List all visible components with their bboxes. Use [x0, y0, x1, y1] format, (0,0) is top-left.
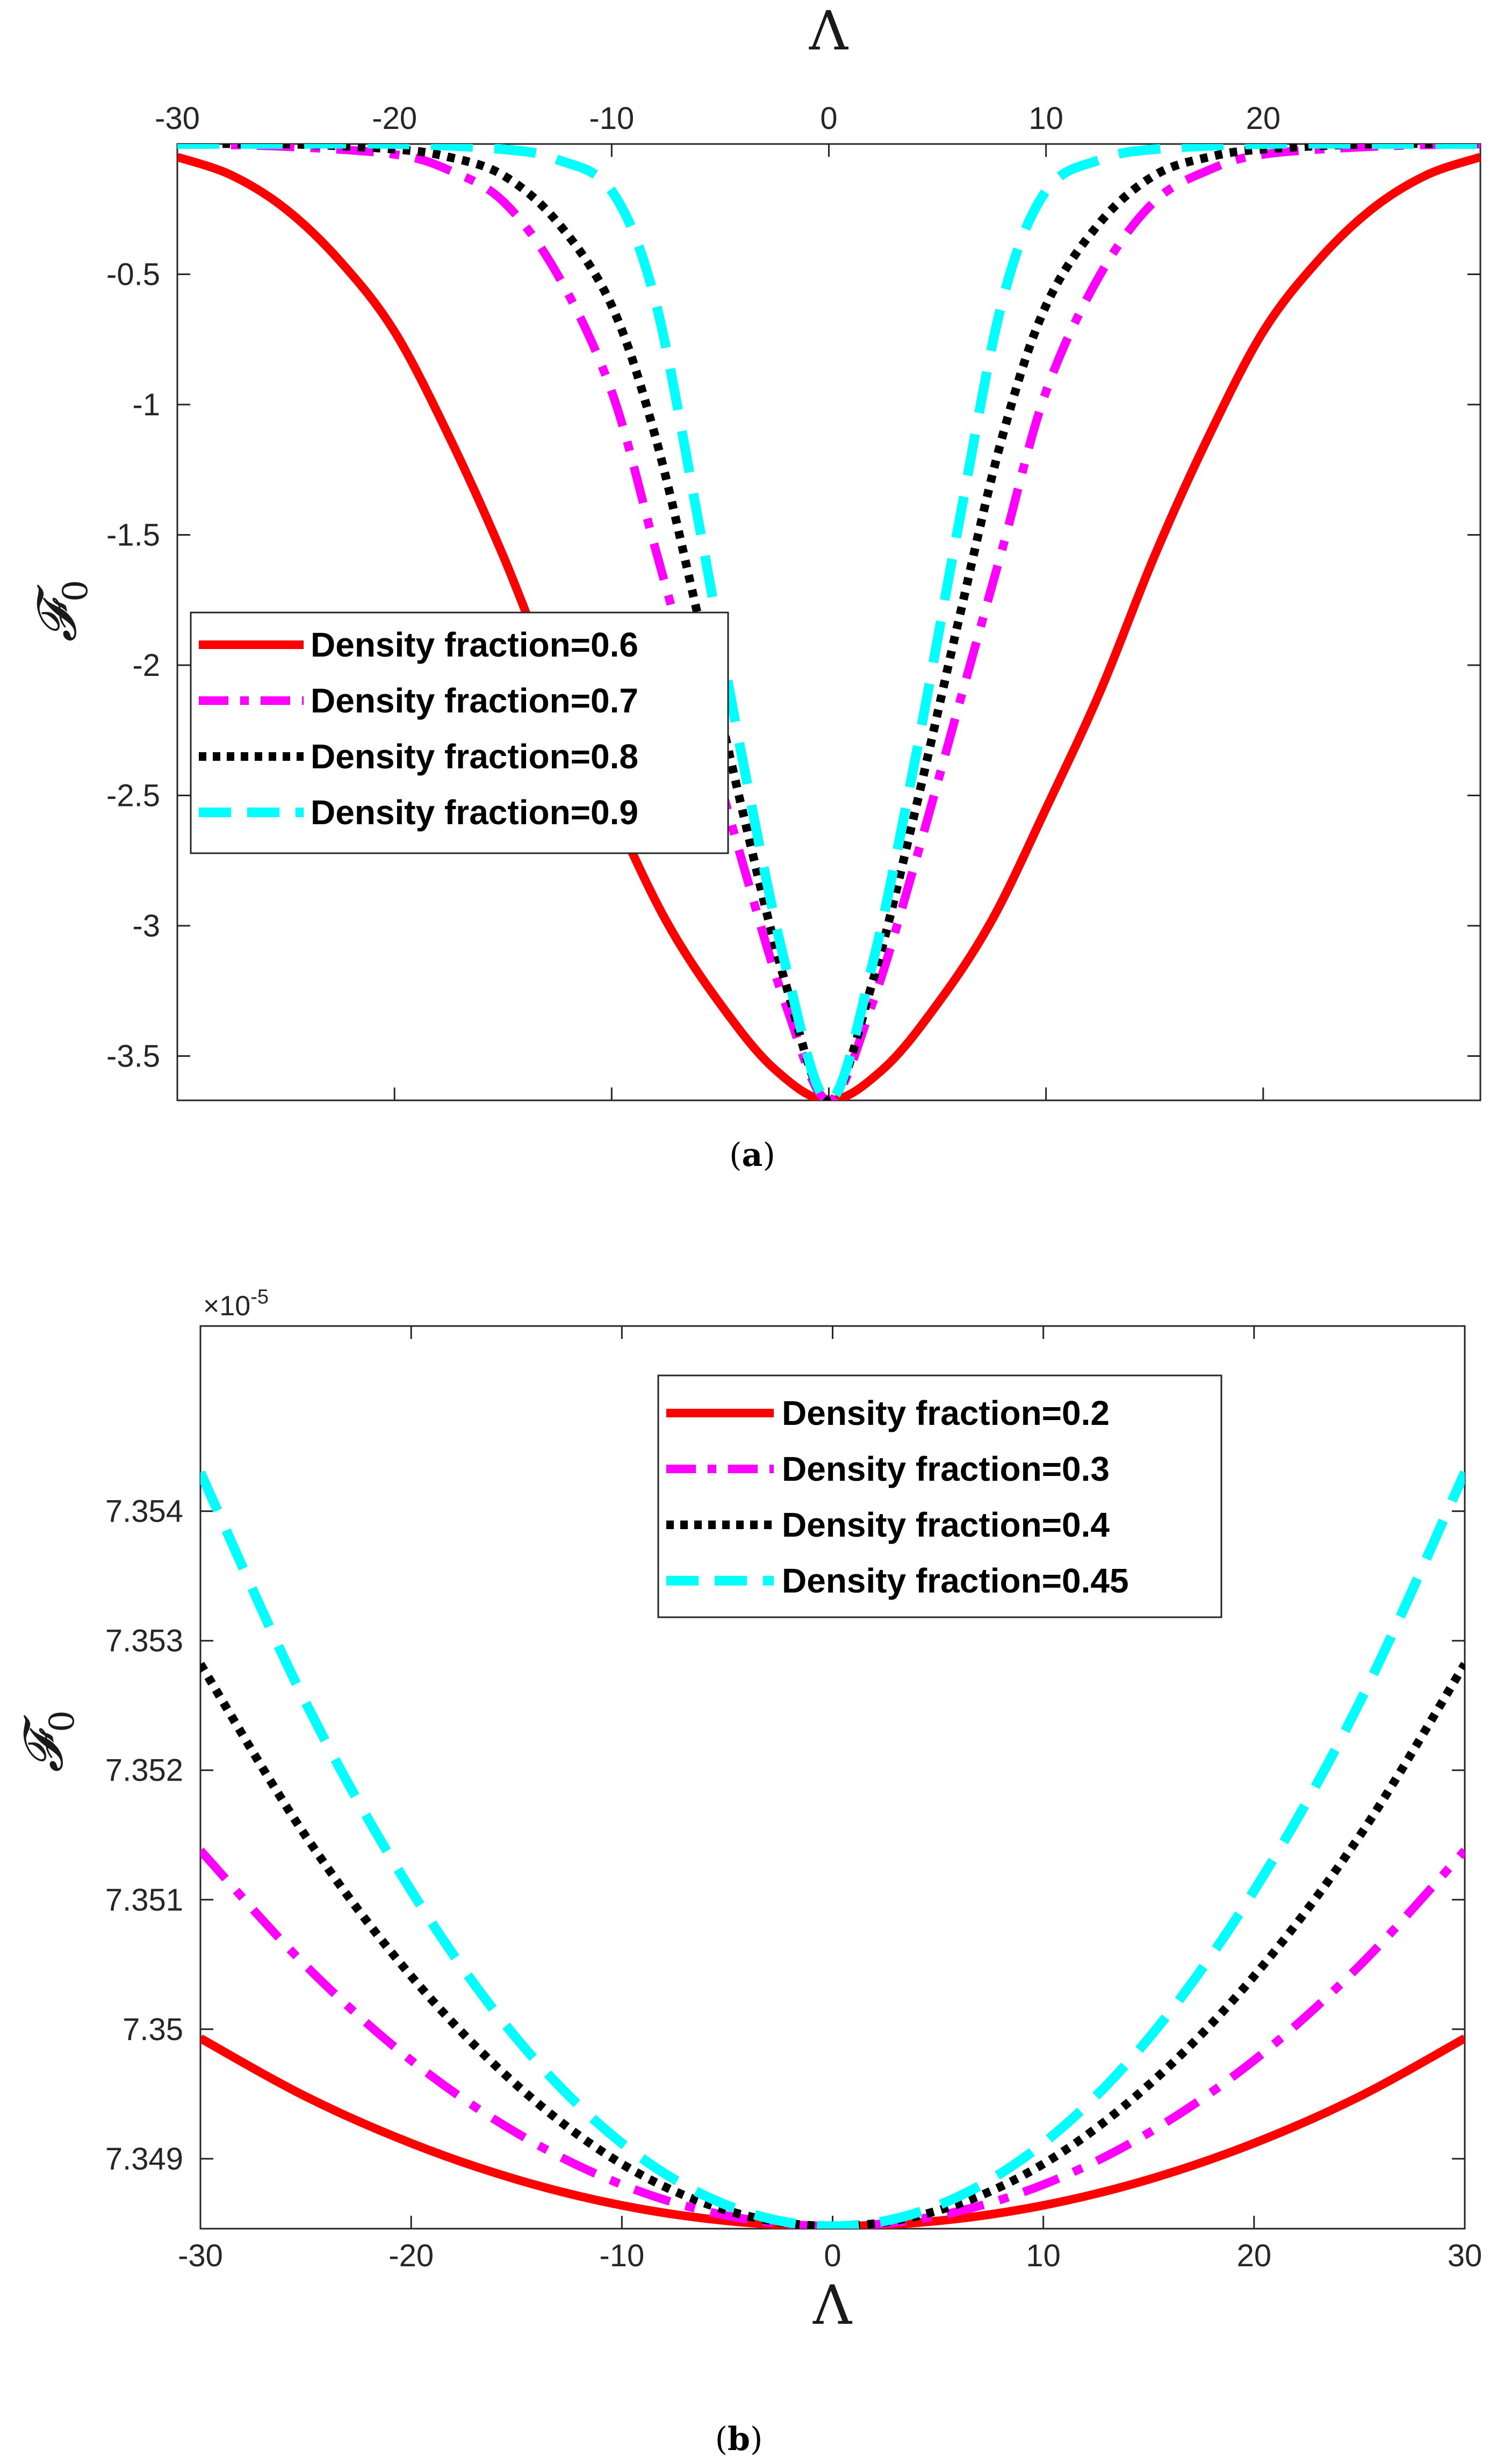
panel-b-x-tick-label: -20 — [388, 2238, 434, 2273]
panel-a-y-tick-label: -0.5 — [106, 257, 160, 292]
panel-b: -30 -20 -10 0 10 20 30 7.349 7.35 7.351 7.352 7.353… — [12, 1286, 1482, 2458]
panel-b-y-axis-label: 𝓕 0 — [12, 1710, 82, 1773]
panel-a-y-tick-label: -1 — [132, 387, 160, 422]
panel-b-exponent: ×10-5 — [203, 1286, 269, 1322]
panel-b-x-tick-label: 10 — [1026, 2238, 1061, 2273]
panel-a-y-axis-label: 𝓕 0 — [25, 580, 96, 642]
panel-a-x-tick-label: 20 — [1246, 101, 1281, 136]
panel-a-legend-label-3: Density fraction=0.9 — [311, 793, 638, 832]
panel-b-x-tick-label: 30 — [1448, 2238, 1483, 2273]
panel-a-y-label-sub: 0 — [56, 580, 96, 602]
panel-b-x-tick-label: 0 — [824, 2238, 841, 2273]
panel-b-y-tick-label: 7.349 — [105, 2142, 183, 2177]
panel-b-x-tick-label: -10 — [599, 2238, 644, 2273]
panel-b-legend-label-3: Density fraction=0.45 — [782, 1561, 1129, 1600]
panel-b-x-axis-label: Λ — [812, 2274, 853, 2337]
panel-b-caption-letter: b — [728, 2420, 750, 2458]
panel-a-series-line-1 — [177, 144, 1480, 1100]
panel-b-legend-label-1: Density fraction=0.3 — [782, 1450, 1110, 1488]
panel-a-x-axis-label: Λ — [809, 0, 849, 62]
panel-b-y-tick-label: 7.351 — [105, 1883, 183, 1918]
panel-b-x-tick-label: -30 — [178, 2238, 223, 2273]
panel-b-y-tick-label: 7.35 — [123, 2012, 183, 2047]
panel-b-legend: Density fraction=0.2 Density fraction=0.3… — [657, 1374, 1222, 1618]
panel-a-y-tick-label: -1.5 — [106, 518, 160, 553]
panel-b-legend-label-0: Density fraction=0.2 — [782, 1394, 1110, 1432]
panel-b-y-tick-label: 7.352 — [105, 1753, 183, 1788]
panel-a-x-tick-label: -20 — [372, 101, 417, 136]
panel-a-x-tick-label: -30 — [155, 101, 200, 136]
panel-a-x-tick-label: 0 — [820, 101, 837, 136]
panel-b-series-line-3 — [200, 1470, 1465, 2229]
panel-a-y-tick-label: -2 — [132, 648, 160, 683]
panel-b-legend-label-2: Density fraction=0.4 — [782, 1505, 1110, 1544]
panel-b-caption: (b) — [715, 2420, 763, 2458]
panel-a: -30 -20 -10 0 10 20 -0.5 -1 -1.5 -2 -2.5 -3 -3.5 Λ 𝓕… — [25, 0, 1481, 1174]
panel-b-exponent-power: -5 — [250, 1286, 269, 1308]
panel-a-x-tick-label: -10 — [589, 101, 634, 136]
panel-a-legend: Density fraction=0.6 Density fraction=0.7… — [190, 611, 729, 854]
panel-a-caption-letter: a — [742, 1136, 763, 1174]
panel-a-caption: (a) — [729, 1136, 775, 1174]
panel-a-legend-label-1: Density fraction=0.7 — [311, 681, 638, 720]
panel-b-y-label-sub: 0 — [42, 1710, 82, 1732]
panel-a-x-tick-label: 10 — [1028, 101, 1063, 136]
panel-b-y-tick-label: 7.354 — [105, 1494, 183, 1529]
panel-a-legend-label-0: Density fraction=0.6 — [311, 625, 638, 664]
panel-b-x-tick-label: 20 — [1237, 2238, 1272, 2273]
panel-b-exponent-base: ×10 — [203, 1291, 250, 1322]
panel-a-series-line-0 — [177, 153, 1480, 1100]
panel-a-y-tick-label: -3 — [132, 909, 160, 943]
panel-a-legend-box — [190, 611, 729, 854]
panel-a-y-tick-label: -2.5 — [106, 779, 160, 813]
panel-a-legend-label-2: Density fraction=0.8 — [311, 737, 638, 776]
panel-a-y-tick-label: -3.5 — [106, 1039, 160, 1074]
panel-b-y-tick-label: 7.353 — [105, 1624, 183, 1659]
